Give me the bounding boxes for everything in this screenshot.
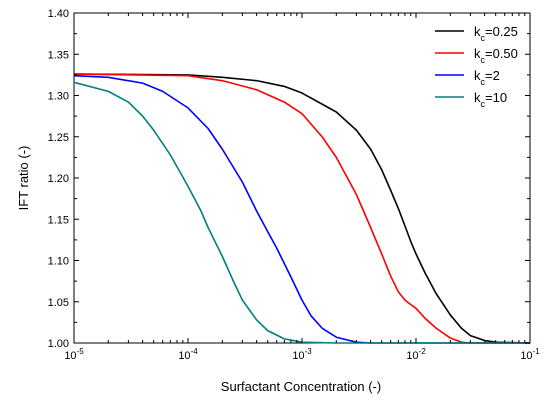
series-line-0 bbox=[73, 73, 531, 344]
series-line-3 bbox=[73, 81, 530, 344]
y-tick-label: 1.30 bbox=[48, 91, 69, 103]
x-tick-label: 10-4 bbox=[178, 347, 198, 362]
x-tick-label: 10-2 bbox=[406, 347, 426, 362]
y-tick-label: 1.40 bbox=[48, 8, 69, 20]
y-tick-label: 1.05 bbox=[48, 297, 69, 309]
legend-label-1: kc=0.50 bbox=[474, 46, 518, 65]
series-line-2 bbox=[73, 74, 530, 344]
y-tick-label: 1.35 bbox=[48, 49, 69, 61]
y-axis-label: IFT ratio (-) bbox=[16, 146, 31, 211]
y-tick-label: 1.15 bbox=[48, 214, 69, 226]
legend-label-2: kc=2 bbox=[474, 68, 500, 87]
series-line-1 bbox=[73, 73, 530, 344]
x-tick-label: 10-1 bbox=[520, 347, 540, 362]
x-tick-label: 10-3 bbox=[292, 347, 312, 362]
legend-label-3: kc=10 bbox=[474, 90, 507, 109]
series-layer bbox=[73, 73, 531, 344]
legend: kc=0.25 kc=0.50 kc=2 kc=10 bbox=[435, 24, 518, 109]
axes-layer: 1.00 1.05 1.10 1.15 1.20 1.25 1.30 1.35 1.40 10-5… bbox=[48, 8, 541, 362]
x-axis-label: Surfactant Concentration (-) bbox=[221, 379, 381, 394]
y-tick-label: 1.10 bbox=[48, 256, 69, 268]
y-tick-label: 1.25 bbox=[48, 132, 69, 144]
plot-frame bbox=[73, 12, 531, 344]
plot-area bbox=[73, 12, 531, 344]
y-tick-label: 1.00 bbox=[48, 338, 69, 350]
y-tick-label: 1.20 bbox=[48, 173, 69, 185]
legend-label-0: kc=0.25 bbox=[474, 24, 518, 43]
x-tick-label: 10-5 bbox=[64, 347, 84, 362]
